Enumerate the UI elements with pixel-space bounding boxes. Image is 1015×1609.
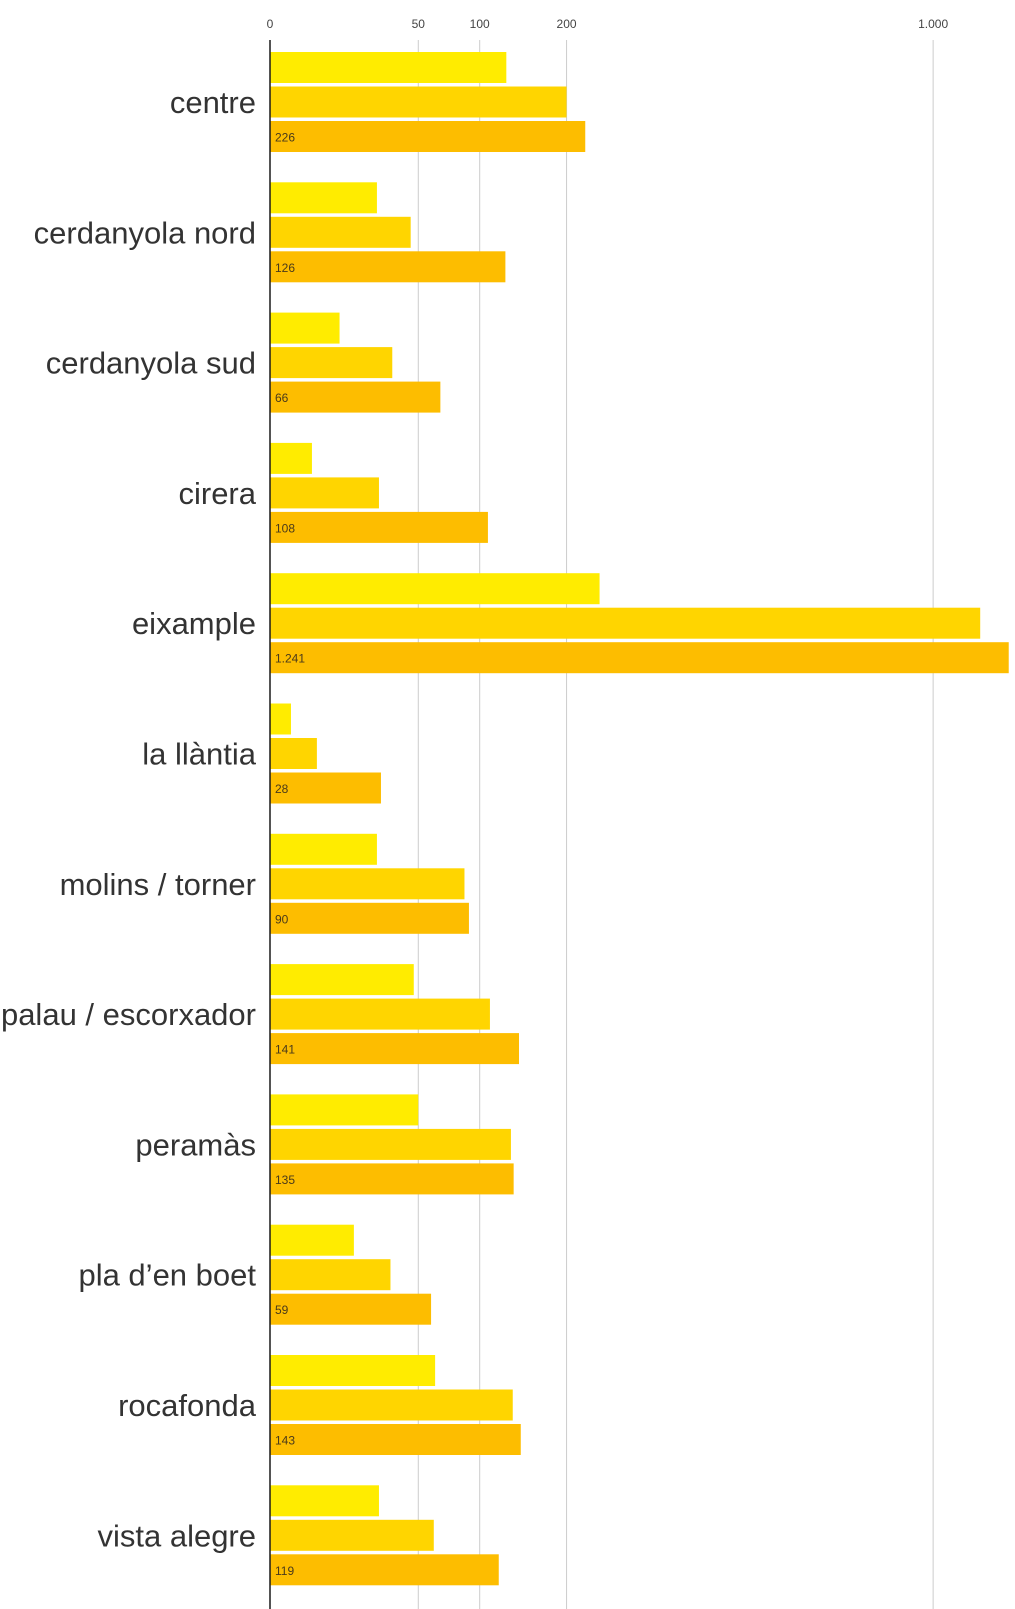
bar xyxy=(270,1293,432,1325)
data-label: 126 xyxy=(275,261,295,275)
x-axis-ticks: 0 50 100 200 1.000 xyxy=(267,17,949,31)
data-label: 66 xyxy=(275,391,289,405)
bar xyxy=(270,1519,434,1551)
bar xyxy=(270,833,377,865)
bar xyxy=(270,1259,391,1291)
data-labels: 226 126 66 108 1.241 28 90 141 135 59 143 119 xyxy=(275,131,305,1578)
data-label: 119 xyxy=(275,1564,294,1578)
bar xyxy=(270,1554,499,1586)
category-labels: centre cerdanyola nord cerdanyola sud cirer… xyxy=(1,85,257,1553)
bar xyxy=(270,1128,511,1160)
bar xyxy=(270,573,600,605)
bar xyxy=(270,1094,419,1126)
category-label: peramàs xyxy=(135,1127,256,1162)
x-tick-label: 50 xyxy=(412,17,426,31)
data-label: 1.241 xyxy=(275,652,305,666)
data-label: 108 xyxy=(275,521,295,535)
bar xyxy=(270,477,379,509)
category-label: cerdanyola nord xyxy=(34,215,256,250)
bar xyxy=(270,607,981,639)
category-label: centre xyxy=(170,85,256,120)
bar xyxy=(270,1355,436,1386)
category-label: eixample xyxy=(132,606,256,641)
category-label: rocafonda xyxy=(118,1388,257,1423)
x-tick-label: 0 xyxy=(267,17,274,31)
bar xyxy=(270,1224,354,1256)
bar xyxy=(270,312,340,344)
category-label: palau / escorxador xyxy=(1,997,256,1032)
bar xyxy=(270,1033,520,1065)
bar xyxy=(270,1389,513,1421)
grid-lines xyxy=(417,40,934,1609)
category-label: vista alegre xyxy=(97,1518,256,1553)
bar xyxy=(270,1424,521,1455)
data-label: 143 xyxy=(275,1434,295,1448)
x-tick-label: 1.000 xyxy=(918,17,948,31)
bar xyxy=(270,1163,514,1195)
bar xyxy=(270,703,291,735)
category-label: pla d’en boet xyxy=(78,1258,256,1293)
data-label: 135 xyxy=(275,1173,295,1187)
bars xyxy=(270,52,1009,1586)
bar xyxy=(270,998,490,1030)
bar xyxy=(270,381,441,413)
data-label: 90 xyxy=(275,912,289,926)
data-label: 59 xyxy=(275,1303,289,1317)
bar xyxy=(270,772,381,804)
bar xyxy=(270,642,1009,674)
category-label: la llàntia xyxy=(142,737,256,772)
bar xyxy=(270,251,506,283)
category-label: molins / torner xyxy=(60,867,256,902)
data-label: 28 xyxy=(275,782,289,796)
x-tick-label: 200 xyxy=(557,17,577,31)
bar xyxy=(270,347,393,379)
bar xyxy=(270,1485,379,1517)
bar xyxy=(270,738,317,769)
category-label: cirera xyxy=(178,476,256,511)
bar xyxy=(270,964,414,996)
bar xyxy=(270,442,312,474)
bar xyxy=(270,868,465,900)
bar xyxy=(270,511,488,543)
bar xyxy=(270,52,507,83)
bar xyxy=(270,902,469,934)
category-label: cerdanyola sud xyxy=(46,346,256,381)
x-tick-label: 100 xyxy=(470,17,490,31)
bar xyxy=(270,86,567,118)
data-label: 226 xyxy=(275,131,295,145)
bar xyxy=(270,121,586,152)
bar xyxy=(270,182,377,214)
data-label: 141 xyxy=(275,1043,295,1057)
bar xyxy=(270,216,411,248)
